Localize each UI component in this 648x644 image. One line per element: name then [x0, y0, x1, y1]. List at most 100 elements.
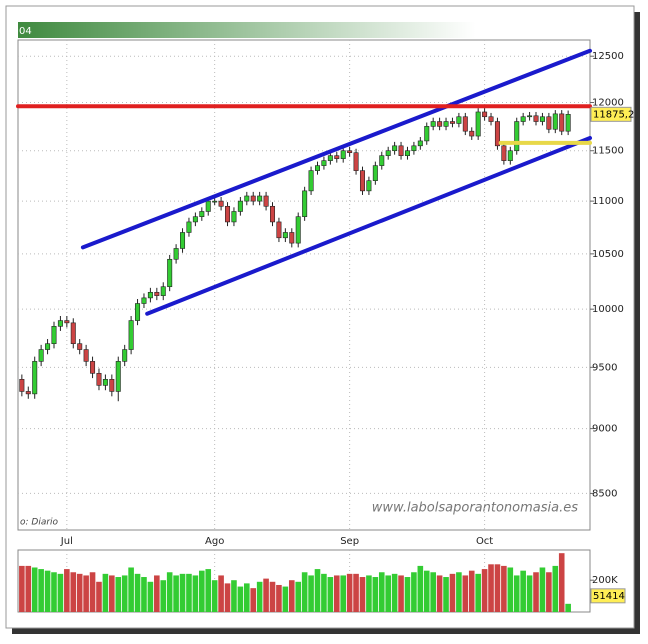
volume-bar: [475, 573, 481, 612]
candle-body: [160, 286, 166, 296]
y-tick-label: 10000: [592, 304, 624, 315]
candle-body: [507, 150, 513, 161]
volume-bar: [488, 564, 494, 612]
volume-bar: [128, 567, 134, 612]
candle-body: [417, 140, 423, 147]
volume-bar: [449, 573, 456, 612]
candle-body: [64, 320, 70, 324]
volume-bar: [76, 573, 83, 612]
candle-body: [282, 232, 288, 239]
candle-body: [167, 258, 173, 288]
volume-bar: [256, 581, 263, 612]
candle-body: [462, 116, 468, 132]
candle-body: [411, 145, 417, 152]
candle-body: [494, 121, 500, 147]
volume-bar: [340, 575, 347, 612]
candle-body: [404, 150, 410, 156]
candle-body: [392, 145, 398, 152]
volume-bar: [417, 565, 424, 612]
volume-bar: [468, 570, 475, 612]
volume-bar: [288, 580, 295, 612]
candle-body: [456, 116, 462, 124]
price-panel: [17, 39, 591, 531]
volume-bar: [141, 577, 147, 612]
candle-body: [385, 150, 391, 156]
candle-body: [154, 291, 160, 296]
candle-body: [199, 211, 205, 217]
volume-bar: [89, 572, 96, 612]
candle-body: [102, 379, 108, 386]
candle-body: [250, 195, 256, 202]
price-tag: [590, 106, 632, 122]
candle-body: [449, 121, 455, 124]
candle-body: [327, 155, 333, 161]
candle-body: [218, 200, 224, 207]
x-tick-label: Ago: [205, 536, 224, 547]
volume-bar: [276, 584, 282, 612]
volume-bar: [507, 567, 514, 612]
y-tick-label: 9500: [592, 362, 617, 373]
candle-body: [147, 291, 153, 299]
volume-bar: [121, 575, 128, 612]
candle-body: [270, 205, 276, 223]
volume-bar: [211, 580, 218, 612]
candle-body: [340, 150, 346, 159]
candle-body: [295, 216, 301, 244]
candle-body: [186, 221, 192, 233]
candle-body: [359, 170, 365, 192]
y-tick-label: 12000: [592, 97, 624, 108]
volume-bar: [430, 572, 436, 612]
x-tick-label: Oct: [476, 536, 493, 547]
candle-body: [237, 200, 243, 212]
candle-body: [180, 232, 186, 249]
watermark: www.labolsaporantonomasia.es: [372, 501, 578, 516]
candle-body: [141, 297, 147, 304]
candle-body: [77, 343, 83, 350]
volume-bar: [533, 572, 539, 612]
candle-body: [32, 361, 38, 395]
candle-body: [109, 379, 115, 392]
candle-body: [263, 195, 269, 207]
y-tick-label: 11500: [592, 146, 624, 157]
volume-bar: [494, 564, 501, 612]
candle-body: [539, 116, 545, 122]
candle-body: [559, 113, 565, 132]
period-label: o: Diario: [20, 518, 59, 528]
candle-body: [115, 361, 121, 392]
candle-body: [38, 349, 44, 362]
candle-body: [501, 145, 507, 161]
volume-bar: [250, 588, 257, 612]
x-tick-label: Sep: [340, 536, 359, 547]
candle-body: [565, 114, 571, 132]
y-tick-label: 8500: [592, 488, 617, 499]
candle-body: [212, 200, 218, 203]
volume-bar: [154, 575, 160, 612]
candle-body: [231, 211, 237, 223]
volume-bar: [295, 581, 302, 612]
candle-body: [289, 232, 295, 244]
volume-bar: [25, 565, 32, 612]
candle-body: [398, 145, 404, 156]
candle-body: [45, 343, 51, 350]
volume-bar: [134, 573, 141, 612]
volume-bar: [565, 603, 571, 612]
trend-line: [80, 48, 592, 250]
candle-body: [302, 190, 308, 217]
volume-bar: [205, 569, 212, 612]
volume-bar: [366, 575, 372, 612]
volume-bar: [526, 575, 533, 612]
volume-bar: [314, 569, 321, 612]
volume-bar: [218, 575, 224, 612]
volume-tag-label: 51414: [593, 591, 625, 602]
volume-bar: [64, 569, 70, 612]
volume-bar: [552, 565, 559, 612]
candle-body: [96, 372, 102, 386]
candle-body: [244, 195, 250, 202]
candle-body: [430, 121, 436, 127]
candle-body: [257, 195, 263, 202]
volume-bar: [359, 577, 366, 612]
candle-body: [475, 111, 481, 137]
volume-bar: [411, 572, 417, 612]
candle-body: [372, 165, 378, 181]
